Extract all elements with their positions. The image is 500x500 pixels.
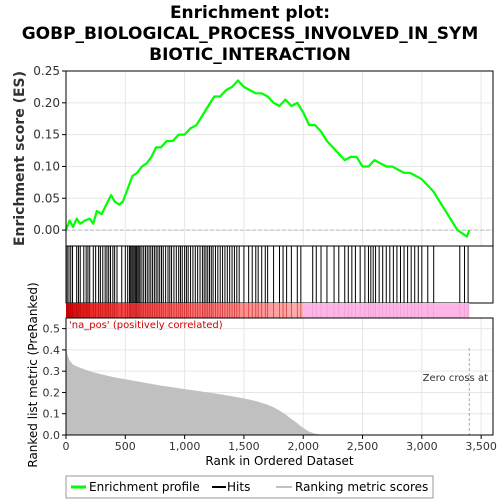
chart-title-line-2: GOBP_BIOLOGICAL_PROCESS_INVOLVED_IN_SYM	[21, 24, 479, 44]
legend-box	[65, 475, 434, 499]
es-tick-label-y: 0.10	[33, 159, 60, 173]
x-tick-label: 3,000	[406, 440, 438, 453]
x-tick-label: 2,500	[347, 440, 379, 453]
es-tick-label-y: 0.20	[33, 96, 60, 110]
ranking-metric-area	[66, 343, 470, 435]
es-tick-label-y: 0.25	[33, 64, 60, 78]
metric-y-axis-label: Ranked list metric (PreRanked)	[26, 282, 40, 467]
x-tick-label: 500	[115, 440, 136, 453]
metric-tick-label-y: 0.0	[43, 429, 61, 442]
chart-title-line-3: BIOTIC_INTERACTION	[149, 45, 351, 65]
positive-correlation-label: 'na_pos' (positively correlated)	[69, 320, 223, 331]
metric-panel-frame	[65, 317, 494, 436]
es-panel-background	[66, 71, 493, 246]
chart-title-line-1: Enrichment plot:	[169, 3, 331, 23]
x-tick-label: 2,000	[287, 440, 319, 453]
es-tick-label-y: 0.15	[33, 128, 60, 142]
x-axis-label: Rank in Ordered Dataset	[205, 454, 353, 468]
metric-tick-label-y: 0.2	[43, 386, 61, 399]
x-tick-label: 3,500	[465, 440, 497, 453]
x-tick-label: 1,000	[169, 440, 201, 453]
x-tick-label: 1,500	[228, 440, 260, 453]
legend-label-hits: Hits	[227, 480, 250, 494]
zero-cross-label: Zero cross at	[423, 373, 488, 384]
es-tick-label-y: 0.00	[33, 223, 60, 237]
enrichment-profile-line	[64, 79, 471, 238]
metric-tick-label-y: 0.4	[43, 344, 61, 357]
metric-tick-label-y: 0.1	[43, 408, 61, 421]
metric-tick-label-y: 0.3	[43, 365, 61, 378]
legend-label-enrichment: Enrichment profile	[89, 480, 200, 494]
legend-label-metric: Ranking metric scores	[295, 480, 428, 494]
metric-tick-label-y: 0.5	[43, 323, 61, 336]
es-y-axis-label: Enrichment score (ES)	[12, 71, 28, 246]
es-tick-label-y: 0.05	[33, 191, 60, 205]
x-tick-label: 0	[63, 440, 70, 453]
